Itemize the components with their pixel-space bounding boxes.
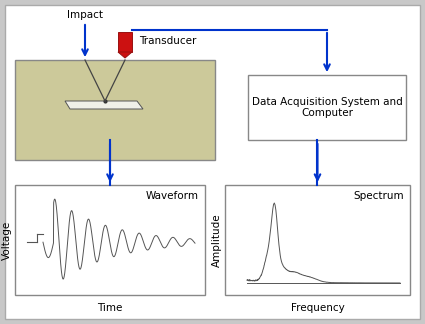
Text: Voltage: Voltage [2,220,12,260]
Text: Waveform: Waveform [146,191,199,201]
FancyBboxPatch shape [225,185,410,295]
Text: Spectrum: Spectrum [353,191,404,201]
Polygon shape [118,52,132,58]
FancyBboxPatch shape [5,5,420,319]
FancyBboxPatch shape [118,32,132,52]
Text: Transducer: Transducer [139,36,196,46]
Text: Impact: Impact [67,10,103,20]
FancyBboxPatch shape [15,60,215,160]
FancyBboxPatch shape [248,75,406,140]
Polygon shape [65,101,143,109]
Text: Data Acquisition System and
Computer: Data Acquisition System and Computer [252,97,402,118]
FancyBboxPatch shape [15,185,205,295]
Text: Time: Time [97,303,123,313]
Text: Amplitude: Amplitude [212,213,222,267]
Text: Frequency: Frequency [291,303,344,313]
